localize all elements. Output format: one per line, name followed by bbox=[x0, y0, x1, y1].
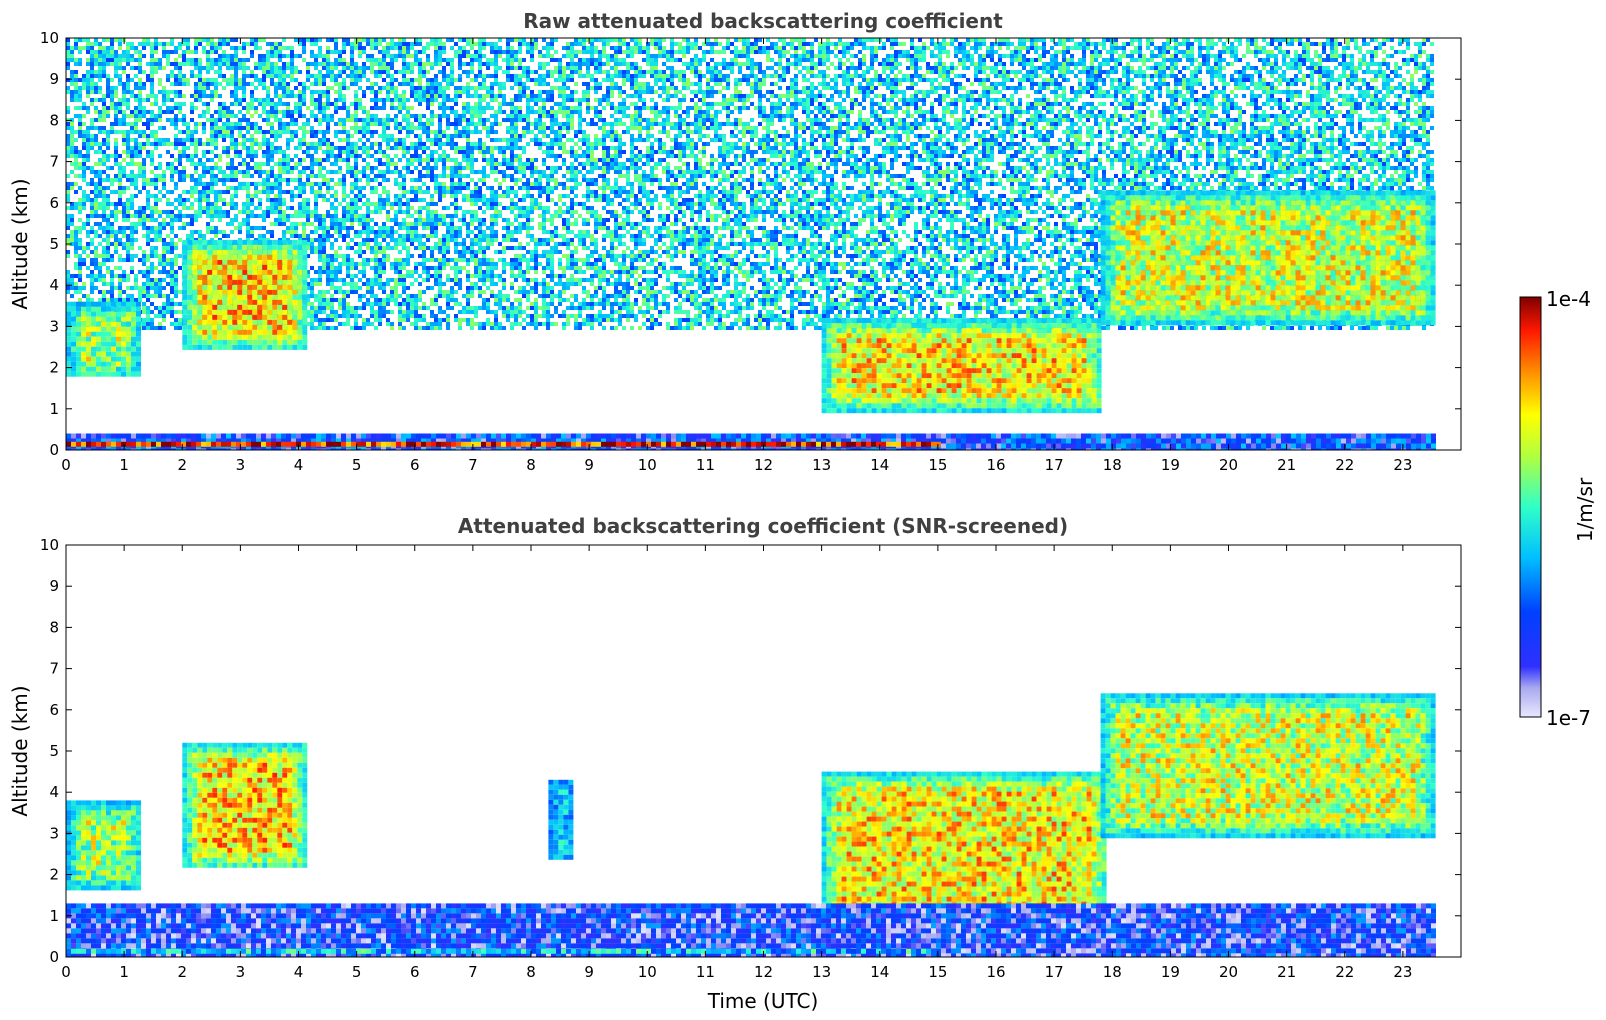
heatmap-area bbox=[66, 693, 1436, 957]
y-tick-label: 2 bbox=[49, 866, 59, 884]
y-tick-label: 5 bbox=[49, 235, 59, 253]
boundary-layer-region bbox=[66, 903, 1436, 957]
x-tick-label: 23 bbox=[1393, 456, 1412, 474]
x-tick-label: 20 bbox=[1219, 963, 1238, 981]
colorbar: 1e-4 1e-7 1/m/sr bbox=[1519, 287, 1597, 730]
x-tick-label: 6 bbox=[410, 456, 420, 474]
raw-backscatter-panel: Raw attenuated backscattering coefficien… bbox=[8, 9, 1462, 474]
cloud-region bbox=[821, 771, 1107, 922]
y-tick-label: 4 bbox=[49, 783, 59, 801]
y-axis-label: Altitude (km) bbox=[8, 685, 32, 816]
y-tick-label: 7 bbox=[49, 153, 59, 171]
cloud-region bbox=[821, 318, 1102, 414]
x-tick-label: 1 bbox=[119, 963, 129, 981]
y-tick-label: 8 bbox=[49, 618, 59, 636]
y-tick-label: 10 bbox=[40, 536, 59, 554]
y-tick-label: 3 bbox=[49, 824, 59, 842]
colorbar-max-label: 1e-4 bbox=[1546, 287, 1591, 311]
x-tick-label: 9 bbox=[584, 456, 594, 474]
x-tick-label: 15 bbox=[928, 456, 947, 474]
cloud-region bbox=[1100, 693, 1436, 839]
x-tick-label: 7 bbox=[468, 963, 478, 981]
x-tick-label: 1 bbox=[119, 456, 129, 474]
x-tick-label: 6 bbox=[410, 963, 420, 981]
x-tick-label: 2 bbox=[177, 963, 187, 981]
x-tick-label: 18 bbox=[1103, 963, 1122, 981]
x-tick-label: 11 bbox=[696, 963, 715, 981]
cloud-region bbox=[182, 742, 308, 868]
x-tick-label: 20 bbox=[1219, 456, 1238, 474]
y-tick-label: 6 bbox=[49, 194, 59, 212]
x-tick-label: 3 bbox=[236, 963, 246, 981]
x-tick-label: 0 bbox=[61, 456, 71, 474]
x-tick-label: 0 bbox=[61, 963, 71, 981]
x-tick-label: 23 bbox=[1393, 963, 1412, 981]
x-tick-label: 4 bbox=[294, 963, 304, 981]
x-tick-label: 19 bbox=[1161, 456, 1180, 474]
x-tick-label: 16 bbox=[986, 456, 1005, 474]
chart-title: Raw attenuated backscattering coefficien… bbox=[523, 9, 1003, 33]
x-tick-label: 10 bbox=[638, 963, 657, 981]
y-tick-label: 0 bbox=[49, 441, 59, 459]
x-tick-label: 9 bbox=[584, 963, 594, 981]
x-tick-label: 13 bbox=[812, 963, 831, 981]
cloud-region bbox=[182, 239, 308, 350]
y-axis-label: Altitude (km) bbox=[8, 178, 32, 309]
y-tick-label: 6 bbox=[49, 701, 59, 719]
cloud-region bbox=[548, 779, 574, 860]
x-tick-label: 16 bbox=[986, 963, 1005, 981]
y-tick-label: 1 bbox=[49, 400, 59, 418]
x-tick-label: 14 bbox=[870, 456, 889, 474]
x-tick-label: 4 bbox=[294, 456, 304, 474]
x-tick-label: 21 bbox=[1277, 456, 1296, 474]
y-tick-label: 3 bbox=[49, 317, 59, 335]
x-tick-label: 11 bbox=[696, 456, 715, 474]
x-tick-label: 18 bbox=[1103, 456, 1122, 474]
colorbar-gradient bbox=[1519, 296, 1542, 718]
x-tick-label: 17 bbox=[1045, 963, 1064, 981]
y-tick-label: 10 bbox=[40, 29, 59, 47]
heatmap-area bbox=[66, 38, 1436, 450]
y-tick-label: 2 bbox=[49, 359, 59, 377]
x-tick-label: 15 bbox=[928, 963, 947, 981]
axis-ticks: 0 1 2 3 4 5 6 7 8 9 10 11 12 13 14 15 16 17 18 19 20 21 22 2301… bbox=[40, 29, 1461, 474]
x-tick-label: 17 bbox=[1045, 456, 1064, 474]
x-tick-label: 10 bbox=[638, 456, 657, 474]
y-tick-label: 1 bbox=[49, 907, 59, 925]
x-tick-label: 21 bbox=[1277, 963, 1296, 981]
snr-screened-panel: Attenuated backscattering coefficient (S… bbox=[8, 514, 1462, 1013]
y-tick-label: 0 bbox=[49, 948, 59, 966]
x-tick-label: 8 bbox=[526, 456, 536, 474]
y-tick-label: 5 bbox=[49, 742, 59, 760]
cloud-region bbox=[66, 301, 141, 377]
x-axis-label: Time (UTC) bbox=[707, 989, 819, 1013]
x-tick-label: 12 bbox=[754, 456, 773, 474]
axis-ticks: 0 1 2 3 4 5 6 7 8 9 10 11 12 13 14 15 16 17 18 19 20 21 22 2301… bbox=[40, 536, 1461, 981]
colorbar-units-label: 1/m/sr bbox=[1573, 477, 1597, 542]
colorbar-min-label: 1e-7 bbox=[1546, 706, 1591, 730]
cloud-region bbox=[1100, 190, 1436, 326]
x-tick-label: 3 bbox=[236, 456, 246, 474]
y-tick-label: 8 bbox=[49, 111, 59, 129]
surface-layer-region bbox=[66, 948, 941, 954]
x-tick-label: 5 bbox=[352, 456, 362, 474]
y-tick-label: 7 bbox=[49, 660, 59, 678]
x-tick-label: 22 bbox=[1335, 456, 1354, 474]
surface-layer-region bbox=[66, 441, 941, 447]
x-tick-label: 14 bbox=[870, 963, 889, 981]
x-tick-label: 13 bbox=[812, 456, 831, 474]
x-tick-label: 12 bbox=[754, 963, 773, 981]
x-tick-label: 2 bbox=[177, 456, 187, 474]
y-tick-label: 4 bbox=[49, 276, 59, 294]
x-tick-label: 5 bbox=[352, 963, 362, 981]
x-tick-label: 7 bbox=[468, 456, 478, 474]
x-tick-label: 22 bbox=[1335, 963, 1354, 981]
chart-title: Attenuated backscattering coefficient (S… bbox=[458, 514, 1068, 538]
y-tick-label: 9 bbox=[49, 70, 59, 88]
x-tick-label: 19 bbox=[1161, 963, 1180, 981]
y-tick-label: 9 bbox=[49, 577, 59, 595]
x-tick-label: 8 bbox=[526, 963, 536, 981]
cloud-region bbox=[66, 800, 141, 891]
